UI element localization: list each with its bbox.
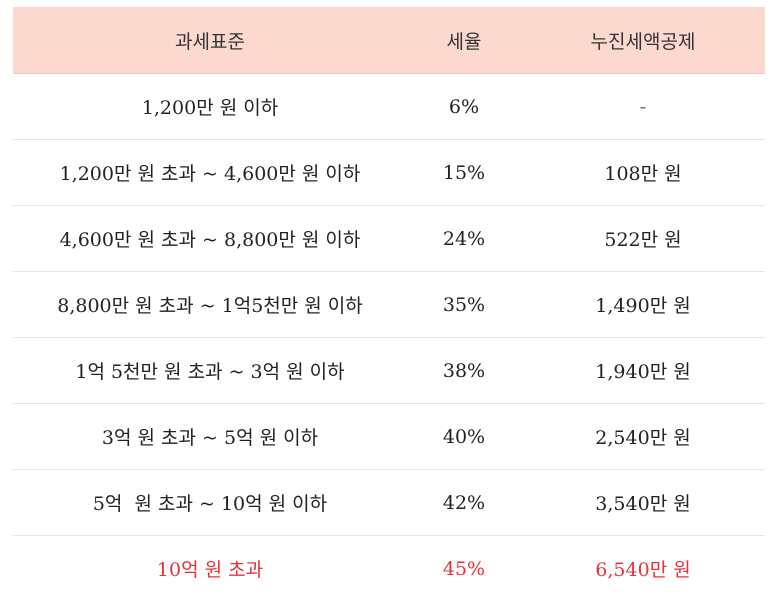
tax-rate-table-container: 과세표준 세율 누진세액공제 1,200만 원 이하 6% - 1,200만 원… (13, 7, 765, 601)
tax-base-cell: 3억 원 초과 ~ 5억 원 이하 (13, 404, 407, 470)
tax-base-cell: 5억 원 초과 ~ 10억 원 이하 (13, 470, 407, 536)
table-row: 5억 원 초과 ~ 10억 원 이하 42% 3,540만 원 (13, 470, 765, 536)
table-body: 1,200만 원 이하 6% - 1,200만 원 초과 ~ 4,600만 원 … (13, 74, 765, 601)
header-tax-rate: 세율 (407, 7, 521, 74)
tax-base-cell: 1,200만 원 초과 ~ 4,600만 원 이하 (13, 140, 407, 206)
tax-rate-cell: 42% (407, 470, 521, 536)
tax-rate-cell: 24% (407, 206, 521, 272)
table-row: 3억 원 초과 ~ 5억 원 이하 40% 2,540만 원 (13, 404, 765, 470)
table-row: 1억 5천만 원 초과 ~ 3억 원 이하 38% 1,940만 원 (13, 338, 765, 404)
deduction-cell: 522만 원 (521, 206, 765, 272)
table-row: 1,200만 원 초과 ~ 4,600만 원 이하 15% 108만 원 (13, 140, 765, 206)
header-row: 과세표준 세율 누진세액공제 (13, 7, 765, 74)
tax-rate-cell: 6% (407, 74, 521, 140)
deduction-cell: 1,940만 원 (521, 338, 765, 404)
deduction-cell: 3,540만 원 (521, 470, 765, 536)
tax-rate-cell: 38% (407, 338, 521, 404)
tax-rate-cell: 35% (407, 272, 521, 338)
deduction-cell: 6,540만 원 (521, 536, 765, 601)
tax-rate-cell: 45% (407, 536, 521, 601)
tax-rate-cell: 40% (407, 404, 521, 470)
header-tax-base: 과세표준 (13, 7, 407, 74)
table-row: 4,600만 원 초과 ~ 8,800만 원 이하 24% 522만 원 (13, 206, 765, 272)
deduction-cell: 108만 원 (521, 140, 765, 206)
header-progressive-deduction: 누진세액공제 (521, 7, 765, 74)
tax-base-cell: 1억 5천만 원 초과 ~ 3억 원 이하 (13, 338, 407, 404)
tax-base-cell: 1,200만 원 이하 (13, 74, 407, 140)
tax-base-cell: 8,800만 원 초과 ~ 1억5천만 원 이하 (13, 272, 407, 338)
deduction-cell: - (521, 74, 765, 140)
tax-base-cell: 4,600만 원 초과 ~ 8,800만 원 이하 (13, 206, 407, 272)
table-row: 1,200만 원 이하 6% - (13, 74, 765, 140)
deduction-cell: 2,540만 원 (521, 404, 765, 470)
deduction-cell: 1,490만 원 (521, 272, 765, 338)
table-row-highlight: 10억 원 초과 45% 6,540만 원 (13, 536, 765, 601)
tax-rate-cell: 15% (407, 140, 521, 206)
tax-rate-table: 과세표준 세율 누진세액공제 1,200만 원 이하 6% - 1,200만 원… (13, 7, 765, 601)
table-header: 과세표준 세율 누진세액공제 (13, 7, 765, 74)
tax-base-cell: 10억 원 초과 (13, 536, 407, 601)
table-row: 8,800만 원 초과 ~ 1억5천만 원 이하 35% 1,490만 원 (13, 272, 765, 338)
